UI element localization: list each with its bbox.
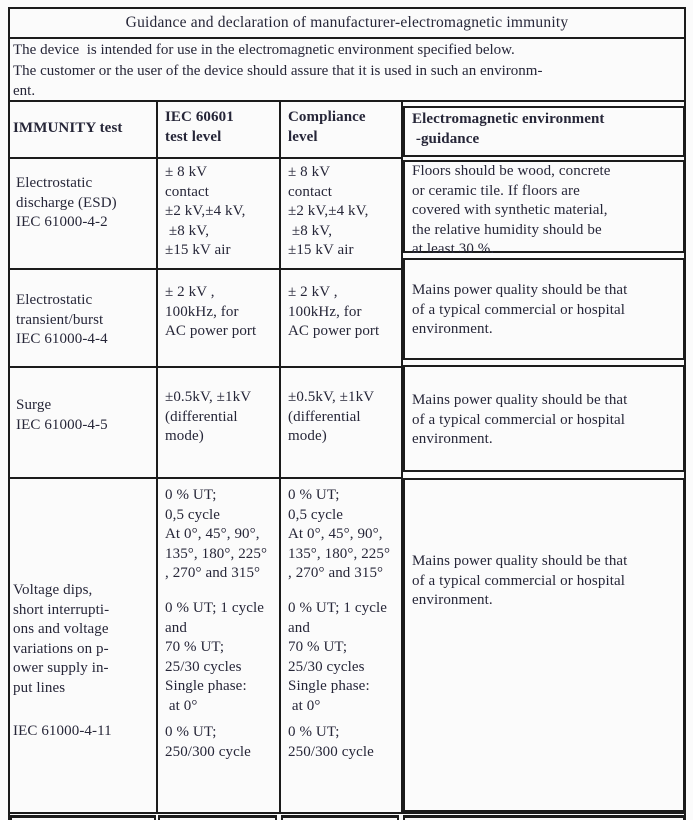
divider-table-bottom: [8, 812, 686, 814]
col-header-iec-test-level: IEC 60601 test level: [165, 109, 234, 145]
divider-row-esd: [8, 268, 403, 270]
cell-transient-compliance: ± 2 kV , 100kHz, for AC power port: [288, 284, 380, 339]
next-row-stub-4: [403, 815, 685, 820]
cell-transient-guidance: Mains power quality should be that of a …: [412, 282, 628, 337]
col-header-compliance-level: Compliance level: [288, 109, 366, 145]
table-title: Guidance and declaration of manufacturer…: [125, 14, 569, 31]
guidance-box-surge: [403, 365, 685, 472]
divider-row-surge: [8, 477, 403, 479]
guidance-box-esd: [403, 160, 685, 253]
cell-transient-iec-level: ± 2 kV , 100kHz, for AC power port: [165, 284, 257, 339]
cell-surge-guidance: Mains power quality should be that of a …: [412, 392, 628, 447]
guidance-box-voltage-dips: [403, 478, 685, 812]
guidance-box-transient: [403, 258, 685, 360]
cell-voltage-dips-iec-level-block1: 0 % UT; 0,5 cycle At 0°, 45°, 90°, 135°,…: [165, 487, 268, 581]
cell-surge-iec-level: ±0.5kV, ±1kV (differential mode): [165, 389, 252, 444]
column-border-2: [279, 100, 281, 812]
cell-esd-guidance: Floors should be wood, concrete or ceram…: [412, 163, 611, 257]
divider-under-title: [8, 37, 686, 39]
cell-voltage-dips-iec-level-block2: 0 % UT; 1 cycle and 70 % UT; 25/30 cycle…: [165, 600, 264, 714]
next-row-stub-3: [281, 815, 399, 820]
cell-surge-compliance: ±0.5kV, ±1kV (differential mode): [288, 389, 375, 444]
divider-under-intro: [8, 100, 686, 102]
intro-text: The device is intended for use in the el…: [13, 42, 543, 99]
next-row-stub-1: [10, 815, 156, 820]
cell-surge-test: Surge IEC 61000-4-5: [16, 397, 108, 433]
cell-esd-test: Electrostatic discharge (ESD) IEC 61000-…: [16, 175, 117, 230]
cell-voltage-dips-compliance-block3: 0 % UT; 250/300 cycle: [288, 724, 374, 760]
cell-voltage-dips-guidance: Mains power quality should be that of a …: [412, 553, 628, 608]
cell-esd-compliance: ± 8 kV contact ±2 kV,±4 kV, ±8 kV, ±15 k…: [288, 164, 369, 258]
table-outer-border: [8, 7, 686, 820]
col-header-immunity-test: IMMUNITY test: [13, 120, 123, 136]
column-border-1: [156, 100, 158, 812]
divider-row-transient: [8, 366, 403, 368]
guidance-header-box: [403, 106, 685, 157]
cell-voltage-dips-test-label: Voltage dips, short interrupti- ons and …: [13, 582, 110, 696]
cell-voltage-dips-compliance-block2: 0 % UT; 1 cycle and 70 % UT; 25/30 cycle…: [288, 600, 387, 714]
next-row-stub-2: [158, 815, 277, 820]
cell-transient-test: Electrostatic transient/burst IEC 61000-…: [16, 292, 108, 347]
cell-esd-iec-level: ± 8 kV contact ±2 kV,±4 kV, ±8 kV, ±15 k…: [165, 164, 246, 258]
cell-voltage-dips-compliance-block1: 0 % UT; 0,5 cycle At 0°, 45°, 90°, 135°,…: [288, 487, 391, 581]
column-border-3: [401, 100, 403, 812]
cell-voltage-dips-test-code: IEC 61000-4-11: [13, 723, 112, 739]
cell-voltage-dips-iec-level-block3: 0 % UT; 250/300 cycle: [165, 724, 251, 760]
col-header-environment-guidance: Electromagnetic environment -guidance: [412, 111, 605, 147]
divider-row-header: [8, 157, 403, 159]
